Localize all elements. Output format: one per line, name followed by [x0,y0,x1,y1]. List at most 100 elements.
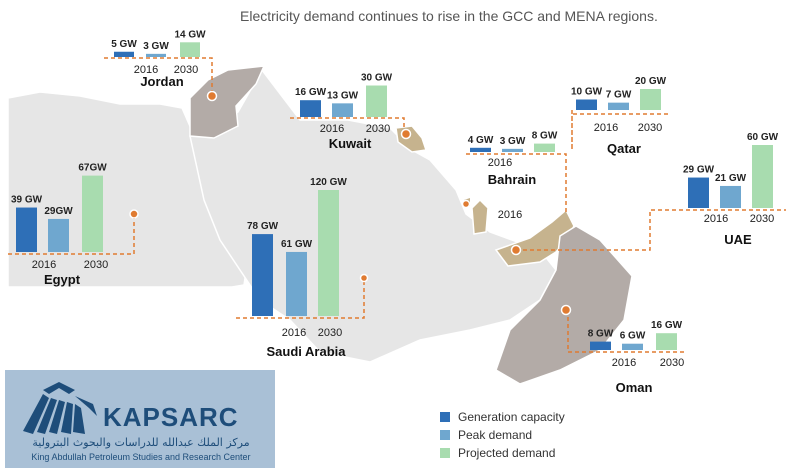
egypt-year-1: 2016 [32,259,56,271]
logo-arabic: مركز الملك عبدالله للدراسات والبحوث البت… [32,436,250,449]
bahrain-country-label: Bahrain [488,172,536,187]
logo-english: King Abdullah Petroleum Studies and Rese… [31,452,251,462]
legend-item-peak: Peak demand [440,426,565,444]
jordan-year-1: 2016 [134,64,158,76]
qatar-bar-label-2: 7 GW [606,90,632,101]
oman-marker [560,304,572,316]
kuwait-bar-label-1: 16 GW [295,87,327,98]
egypt-year-2: 2030 [84,259,108,271]
saudi-arabia-bar-3 [318,190,339,316]
uae-bar-label-1: 29 GW [683,165,715,176]
uae-bar-1 [688,177,709,208]
kuwait-marker [400,128,412,140]
uae-bar-3 [752,145,773,208]
legend-item-projected: Projected demand [440,444,565,462]
jordan-bar-label-1: 5 GW [111,39,137,50]
kapsarc-logo-icon [23,382,97,434]
saudi-arabia-bar-label-1: 78 GW [247,221,279,232]
bahrain-bar-3 [534,143,555,152]
legend-label-generation: Generation capacity [458,410,565,424]
kuwait-bar-3 [366,85,387,117]
egypt-connector [8,214,135,255]
jordan-marker [206,90,218,102]
saudi-arabia-year-1: 2016 [282,327,306,339]
oman-country-label: Oman [616,380,653,395]
uae-bar-label-3: 60 GW [747,132,779,143]
oman-bar-1 [590,341,611,350]
egypt-bar-label-1: 39 GW [11,195,43,206]
egypt-bar-label-2: 29GW [44,206,73,217]
bahrain-bar-label-3: 8 GW [532,131,558,142]
bahrain-marker [461,199,471,209]
legend-label-peak: Peak demand [458,428,533,442]
legend: Generation capacity Peak demand Projecte… [440,408,565,462]
qatar-country-label: Qatar [607,141,641,156]
uae-connector [516,209,786,251]
bahrain-year-1: 2016 [488,157,512,169]
oman-bar-label-2: 6 GW [620,331,646,342]
qatar-year-1: 2016 [594,122,618,134]
legend-swatch-projected [440,448,450,458]
page-title: Electricity demand continues to rise in … [240,8,658,24]
qatar-bar-2 [608,102,629,110]
jordan-bar-2 [146,53,166,57]
oman-bar-3 [656,333,677,350]
legend-swatch-peak [440,430,450,440]
jordan-shape [189,65,266,139]
qatar-connector [571,110,670,150]
kuwait-connector [290,117,405,134]
legend-item-generation: Generation capacity [440,408,565,426]
saudi-arabia-connector [236,278,365,319]
logo-brand: KAPSARC [103,402,239,432]
kuwait-bar-2 [332,103,353,117]
oman-connector [567,310,686,353]
qatar-bar-label-3: 20 GW [635,76,667,87]
uae-marker [510,244,522,256]
bahrain-bar-label-2: 3 GW [500,136,526,147]
kuwait-country-label: Kuwait [329,136,372,151]
bahrain-bar-1 [470,147,491,152]
oman-bar-label-1: 8 GW [588,329,614,340]
kuwait-year-2: 2030 [366,123,390,135]
bahrain-connector [466,153,567,214]
qatar-bar-1 [576,99,597,110]
qatar-shape [471,198,489,235]
kapsarc-logo: KAPSARC مركز الملك عبدالله للدراسات والب… [5,370,275,468]
saudi-arabia-bar-2 [286,251,307,316]
legend-swatch-generation [440,412,450,422]
jordan-bar-label-2: 3 GW [143,41,169,52]
uae-bar-label-2: 21 GW [715,173,747,184]
bahrain-bar-label-1: 4 GW [468,135,494,146]
saudi-arabia-country-label: Saudi Arabia [267,344,347,359]
legend-label-projected: Projected demand [458,446,556,460]
egypt-bar-3 [82,175,103,252]
egypt-marker [129,209,139,219]
kuwait-year-1: 2016 [320,123,344,135]
oman-bar-label-3: 16 GW [651,320,683,331]
uae-year-2: 2030 [750,213,774,225]
uae-country-label: UAE [724,232,752,247]
egypt-bar-2 [48,218,69,252]
jordan-connector [104,57,213,95]
kuwait-bar-label-3: 30 GW [361,73,393,84]
saudi-arabia-bar-1 [252,234,273,316]
qatar-bar-3 [640,89,661,110]
oman-bar-2 [622,343,643,350]
saudi-arabia-bar-label-3: 120 GW [310,177,347,188]
bahrain-bar-2 [502,148,523,152]
bahrain-year-2: 2016 [498,209,522,221]
egypt-bar-1 [16,207,37,252]
saudi-arabia-bar-label-2: 61 GW [281,239,313,250]
kuwait-bar-label-2: 13 GW [327,90,359,101]
jordan-year-2: 2030 [174,64,198,76]
uae-bar-2 [720,185,741,208]
jordan-bar-3 [180,42,200,57]
jordan-country-label: Jordan [140,74,183,89]
jordan-bar-label-3: 14 GW [174,29,206,40]
kuwait-bar-1 [300,100,321,117]
oman-year-1: 2016 [612,357,636,369]
jordan-bar-1 [114,51,134,57]
qatar-bar-label-1: 10 GW [571,87,603,98]
saudi-arabia-year-2: 2030 [318,327,342,339]
